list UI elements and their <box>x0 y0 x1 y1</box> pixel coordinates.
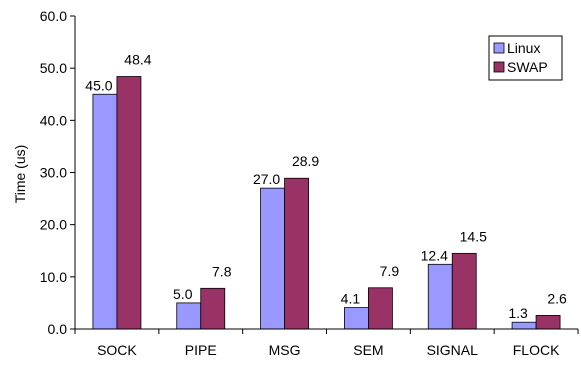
bar-swap-flock <box>535 315 561 330</box>
data-label-linux-msg: 27.0 <box>253 171 280 187</box>
bar-swap-sock <box>116 76 142 330</box>
y-tick-label: 0.0 <box>48 321 68 337</box>
data-label-linux-sock: 45.0 <box>85 77 112 93</box>
category-label-msg: MSG <box>269 342 301 358</box>
data-label-linux-sem: 4.1 <box>341 291 361 307</box>
legend-label-linux: Linux <box>507 40 540 56</box>
category-label-sem: SEM <box>353 342 383 358</box>
data-label-swap-sem: 7.9 <box>380 263 400 279</box>
y-tick-label: 30.0 <box>40 165 67 181</box>
y-tick-label: 20.0 <box>40 217 67 233</box>
bar-swap-signal <box>451 252 477 330</box>
category-label-flock: FLOCK <box>513 342 560 358</box>
y-axis-title: Time (us) <box>12 145 28 204</box>
legend-swatch-swap <box>493 61 505 73</box>
y-tick-label: 10.0 <box>40 269 67 285</box>
bars-layer <box>92 76 561 330</box>
data-label-swap-signal: 14.5 <box>460 228 487 244</box>
y-axis-ticks: 0.0 10.0 20.0 30.0 40.0 50.0 60.0 <box>40 8 75 337</box>
bar-linux-msg <box>260 187 285 330</box>
data-label-swap-sock: 48.4 <box>124 52 151 68</box>
bar-linux-flock <box>511 321 537 330</box>
legend-label-swap: SWAP <box>507 59 548 75</box>
data-label-linux-signal: 12.4 <box>421 247 448 263</box>
data-labels-layer: 45.0 48.4 5.0 7.8 27.0 28.9 4.1 7.9 12.4 14.5 1.3 2… <box>85 52 567 322</box>
category-label-signal: SIGNAL <box>427 342 479 358</box>
bar-linux-pipe <box>176 302 202 330</box>
bar-swap-msg <box>284 177 309 330</box>
axes-layer <box>74 16 579 334</box>
y-tick-label: 50.0 <box>40 60 67 76</box>
bar-linux-sem <box>344 307 369 330</box>
bar-swap-sem <box>368 287 393 330</box>
bar-swap-pipe <box>200 287 226 330</box>
legend: Linux SWAP <box>488 35 563 81</box>
bar-linux-sock <box>92 93 118 330</box>
legend-swatch-linux <box>493 42 505 54</box>
y-tick-label: 60.0 <box>40 8 67 24</box>
category-label-pipe: PIPE <box>185 342 217 358</box>
bar-linux-signal <box>427 263 453 330</box>
category-labels-layer: SOCK PIPE MSG SEM SIGNAL FLOCK <box>97 342 560 358</box>
data-label-linux-pipe: 5.0 <box>173 286 193 302</box>
y-tick-label: 40.0 <box>40 112 67 128</box>
data-label-swap-msg: 28.9 <box>292 153 319 169</box>
data-label-swap-flock: 2.6 <box>547 290 567 306</box>
category-label-sock: SOCK <box>97 342 137 358</box>
data-label-linux-flock: 1.3 <box>508 305 528 321</box>
data-label-swap-pipe: 7.8 <box>212 263 232 279</box>
